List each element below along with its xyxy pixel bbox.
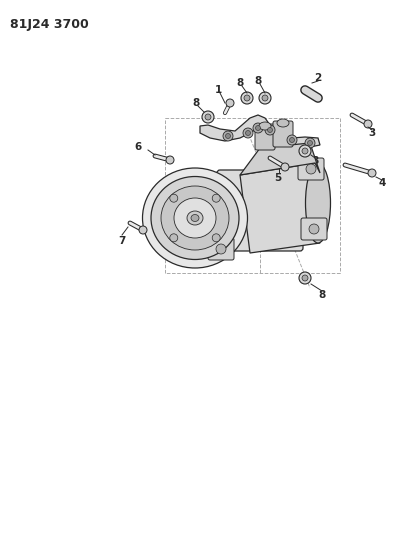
Ellipse shape [142, 168, 247, 268]
Circle shape [212, 194, 220, 202]
Text: 8: 8 [192, 98, 200, 108]
Circle shape [302, 275, 308, 281]
Ellipse shape [187, 211, 203, 225]
Text: 3: 3 [369, 128, 376, 138]
Circle shape [302, 148, 308, 154]
Circle shape [170, 194, 178, 202]
Circle shape [306, 164, 316, 174]
Circle shape [305, 138, 315, 148]
Circle shape [255, 125, 261, 131]
Text: 5: 5 [274, 173, 282, 183]
Ellipse shape [259, 122, 271, 130]
Ellipse shape [191, 214, 199, 222]
Circle shape [287, 135, 297, 145]
Circle shape [212, 234, 220, 242]
Circle shape [225, 133, 231, 139]
FancyBboxPatch shape [217, 170, 303, 251]
Circle shape [226, 99, 234, 107]
FancyBboxPatch shape [301, 218, 327, 240]
Circle shape [259, 92, 271, 104]
Circle shape [253, 123, 263, 133]
Text: 81J24 3700: 81J24 3700 [10, 18, 89, 31]
Polygon shape [200, 115, 320, 147]
Circle shape [139, 226, 147, 234]
Text: 4: 4 [378, 178, 386, 188]
Text: 8: 8 [236, 78, 244, 88]
Circle shape [368, 169, 376, 177]
Circle shape [245, 131, 251, 135]
Ellipse shape [306, 163, 330, 243]
Text: 7: 7 [118, 236, 126, 246]
Circle shape [308, 141, 312, 146]
FancyBboxPatch shape [255, 124, 275, 150]
Ellipse shape [161, 186, 229, 250]
Circle shape [170, 234, 178, 242]
Circle shape [243, 128, 253, 138]
Circle shape [309, 224, 319, 234]
Circle shape [262, 95, 268, 101]
Text: 8: 8 [318, 290, 326, 300]
Text: 1: 1 [215, 85, 222, 95]
Circle shape [202, 111, 214, 123]
Circle shape [244, 95, 250, 101]
Circle shape [205, 114, 211, 120]
Circle shape [265, 125, 275, 135]
Circle shape [299, 145, 311, 157]
Ellipse shape [174, 198, 216, 238]
Circle shape [223, 131, 233, 141]
Circle shape [166, 156, 174, 164]
Circle shape [241, 92, 253, 104]
Text: 8: 8 [254, 76, 261, 86]
FancyBboxPatch shape [298, 158, 324, 180]
Polygon shape [240, 143, 320, 175]
FancyBboxPatch shape [208, 238, 234, 260]
Text: 8: 8 [311, 156, 319, 166]
Circle shape [267, 127, 273, 133]
Circle shape [281, 163, 289, 171]
Polygon shape [240, 163, 320, 253]
Text: 6: 6 [134, 142, 142, 152]
Circle shape [290, 138, 294, 142]
Circle shape [364, 120, 372, 128]
Text: 2: 2 [314, 73, 322, 83]
Circle shape [299, 272, 311, 284]
Ellipse shape [277, 119, 289, 127]
Circle shape [216, 244, 226, 254]
Ellipse shape [151, 176, 239, 260]
FancyBboxPatch shape [273, 121, 293, 147]
